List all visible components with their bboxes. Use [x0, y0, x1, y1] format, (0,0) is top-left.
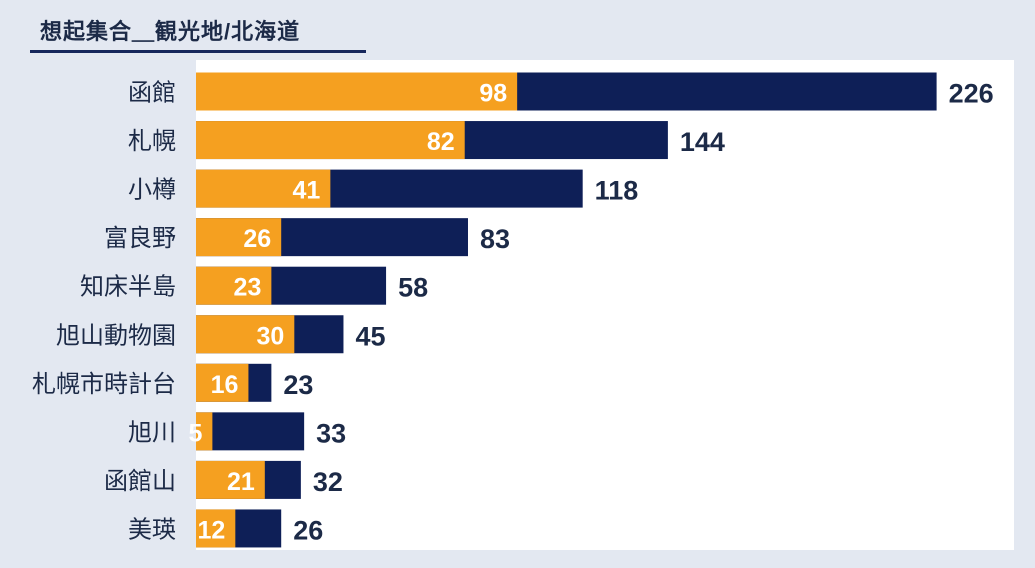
category-label: 富良野 [104, 224, 176, 252]
data-label-inner: 21 [227, 468, 255, 496]
bar-inner [196, 266, 272, 305]
data-label-total: 33 [316, 418, 346, 448]
data-label-inner: 23 [234, 274, 262, 302]
category-label: 函館 [128, 79, 176, 107]
data-label-inner: 82 [427, 128, 455, 156]
bar-inner [196, 169, 331, 208]
category-label: 旭川 [128, 418, 176, 446]
category-label: 函館山 [104, 467, 176, 495]
bar-total [196, 412, 305, 451]
data-label-inner: 98 [479, 80, 507, 108]
data-label-inner: 5 [188, 419, 202, 447]
category-label: 札幌市時計台 [32, 370, 176, 398]
data-label-total: 26 [293, 515, 323, 545]
bar-inner [196, 412, 213, 451]
data-label-total: 226 [949, 79, 994, 109]
data-label-inner: 30 [256, 322, 284, 350]
category-label: 美瑛 [128, 515, 176, 543]
data-label-inner: 41 [293, 177, 321, 205]
data-label-inner: 16 [211, 371, 239, 399]
data-label-total: 23 [283, 370, 313, 400]
bar-inner [196, 363, 249, 402]
data-label-total: 32 [313, 467, 343, 497]
chart-title: 想起集合＿観光地/北海道 [40, 19, 301, 44]
data-label-inner: 12 [198, 516, 226, 544]
category-label: 旭山動物園 [56, 321, 176, 349]
title-underline [30, 50, 366, 53]
bar-inner [196, 315, 295, 354]
category-label: 小樽 [128, 176, 176, 204]
category-label: 知床半島 [80, 273, 176, 301]
category-label: 札幌 [128, 127, 176, 155]
bar-inner [196, 460, 265, 499]
data-label-total: 118 [595, 176, 639, 206]
data-label-total: 144 [680, 127, 725, 157]
bar-inner [196, 121, 465, 160]
bar-inner [196, 218, 282, 257]
data-label-total: 45 [355, 321, 385, 351]
bar-inner [196, 72, 518, 111]
data-label-total: 83 [480, 224, 510, 254]
bar-inner [196, 509, 236, 548]
data-label-inner: 26 [243, 225, 271, 253]
data-label-total: 58 [398, 273, 428, 303]
